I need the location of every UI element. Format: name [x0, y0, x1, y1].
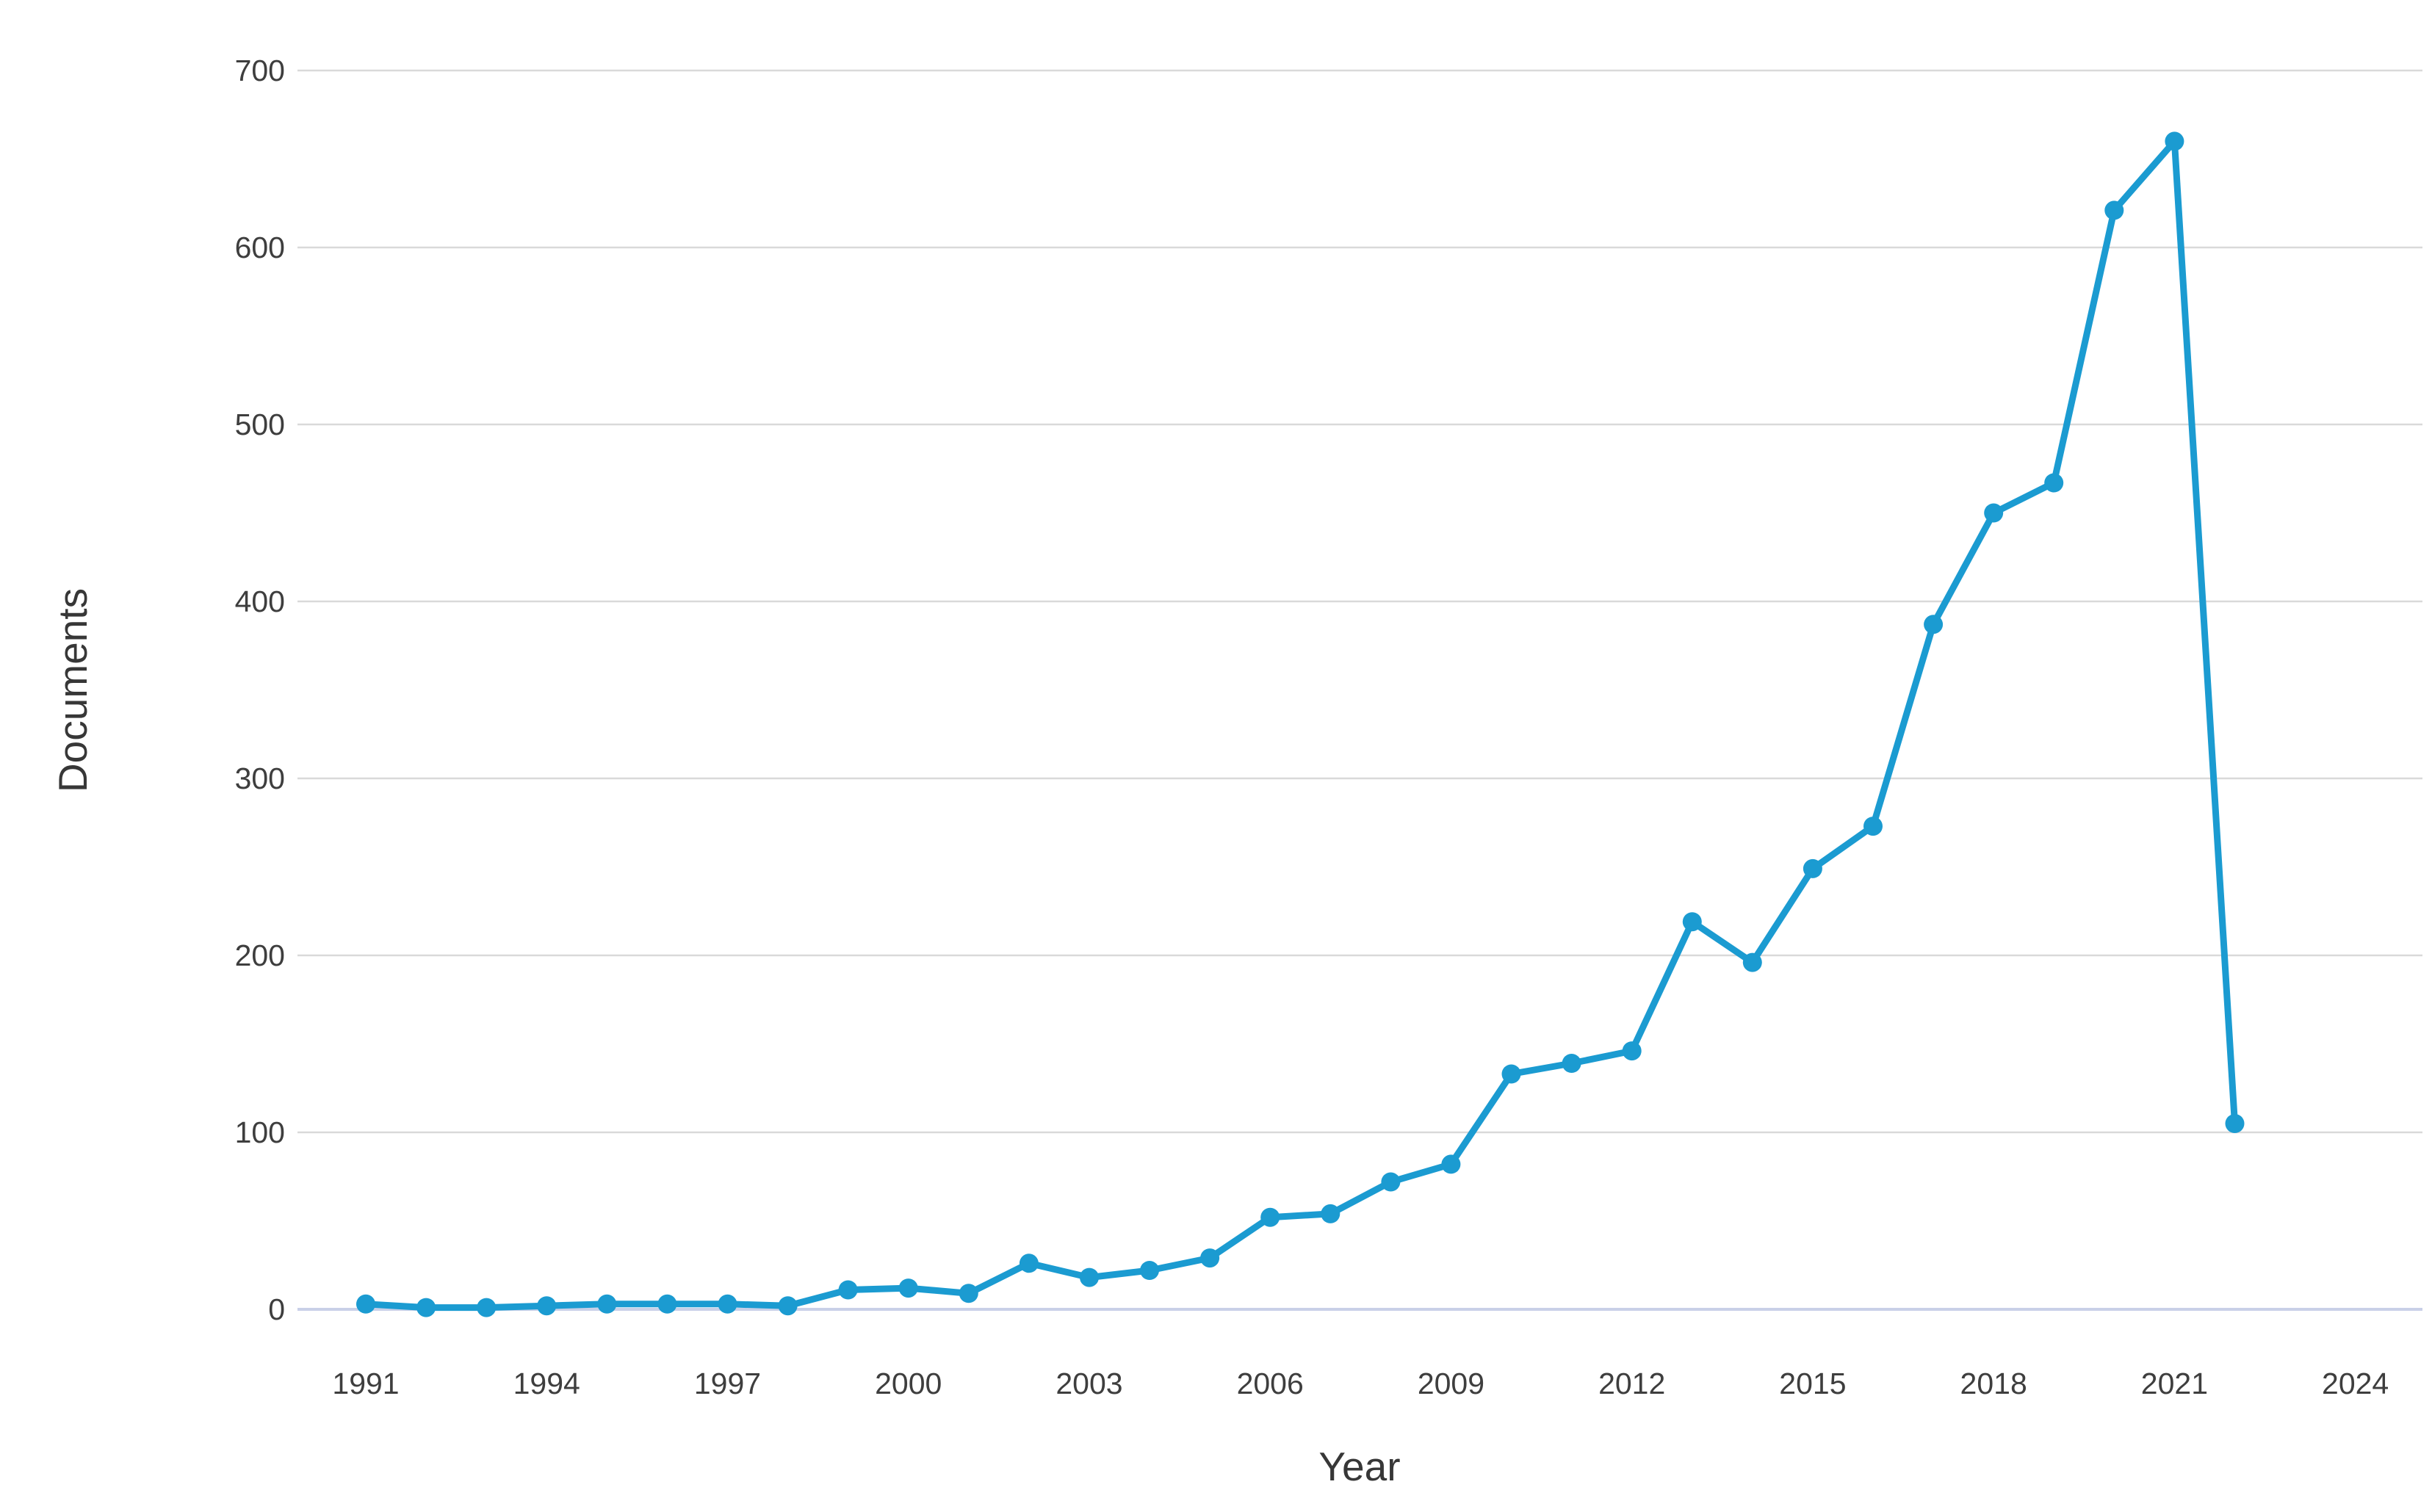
- x-axis-tick-labels: 1991 1994 1997 2000 2003 2006 2009 2012 2015 2018…: [332, 1367, 2389, 1400]
- y-tick-label-300: 300: [235, 762, 285, 795]
- y-tick-label-600: 600: [235, 231, 285, 264]
- data-point-1993[interactable]: [477, 1298, 497, 1317]
- data-point-2019[interactable]: [2044, 473, 2064, 493]
- data-point-1995[interactable]: [597, 1294, 617, 1314]
- data-point-2018[interactable]: [1984, 503, 2004, 523]
- data-point-2005[interactable]: [1200, 1248, 1220, 1268]
- data-point-2021[interactable]: [2165, 131, 2184, 151]
- x-tick-label-1994: 1994: [513, 1367, 580, 1400]
- x-tick-label-2021: 2021: [2141, 1367, 2208, 1400]
- x-tick-label-2018: 2018: [1960, 1367, 2027, 1400]
- y-tick-label-400: 400: [235, 585, 285, 618]
- y-axis-tick-labels: 0 100 200 300 400 500 600 700: [235, 54, 285, 1326]
- x-tick-label-2000: 2000: [875, 1367, 942, 1400]
- data-point-markers: [356, 131, 2245, 1317]
- x-tick-label-2012: 2012: [1598, 1367, 1665, 1400]
- data-point-2011[interactable]: [1562, 1054, 1581, 1073]
- trend-line: [362, 137, 2238, 1312]
- data-point-2014[interactable]: [1742, 952, 1762, 972]
- x-tick-label-2003: 2003: [1056, 1367, 1122, 1400]
- x-tick-label-2009: 2009: [1418, 1367, 1484, 1400]
- data-point-2010[interactable]: [1501, 1064, 1521, 1084]
- y-tick-label-700: 700: [235, 54, 285, 87]
- data-point-2008[interactable]: [1381, 1172, 1401, 1192]
- data-point-2012[interactable]: [1622, 1041, 1642, 1061]
- x-tick-label-2006: 2006: [1237, 1367, 1304, 1400]
- x-tick-label-2024: 2024: [2322, 1367, 2389, 1400]
- data-point-2013[interactable]: [1682, 912, 1702, 932]
- data-point-1999[interactable]: [838, 1280, 858, 1300]
- data-point-1996[interactable]: [657, 1294, 677, 1314]
- data-point-2015[interactable]: [1803, 858, 1822, 878]
- data-point-2004[interactable]: [1140, 1261, 1159, 1280]
- data-point-2016[interactable]: [1863, 817, 1883, 836]
- data-point-2002[interactable]: [1019, 1254, 1039, 1273]
- data-point-2007[interactable]: [1321, 1204, 1341, 1223]
- data-point-2001[interactable]: [959, 1284, 978, 1303]
- data-point-2022[interactable]: [2225, 1114, 2245, 1133]
- data-point-2020[interactable]: [2104, 200, 2124, 220]
- x-tick-label-2015: 2015: [1779, 1367, 1846, 1400]
- y-tick-label-200: 200: [235, 938, 285, 972]
- data-point-2003[interactable]: [1080, 1267, 1099, 1287]
- y-tick-label-100: 100: [235, 1115, 285, 1149]
- x-axis-title: Year: [1318, 1444, 1400, 1489]
- y-tick-label-500: 500: [235, 408, 285, 441]
- data-point-1992[interactable]: [416, 1298, 436, 1317]
- y-axis-title: Documents: [50, 588, 95, 792]
- gridlines: [297, 69, 2422, 1311]
- data-point-2009[interactable]: [1441, 1154, 1461, 1174]
- data-point-2017[interactable]: [1924, 615, 1944, 634]
- y-tick-label-0: 0: [268, 1292, 285, 1326]
- data-point-2006[interactable]: [1260, 1207, 1280, 1227]
- x-tick-label-1991: 1991: [332, 1367, 399, 1400]
- x-tick-label-1997: 1997: [694, 1367, 761, 1400]
- data-point-1994[interactable]: [537, 1296, 557, 1316]
- data-point-1991[interactable]: [356, 1294, 375, 1314]
- data-point-2000[interactable]: [898, 1278, 918, 1298]
- data-point-1997[interactable]: [718, 1294, 737, 1314]
- data-point-1998[interactable]: [778, 1296, 798, 1316]
